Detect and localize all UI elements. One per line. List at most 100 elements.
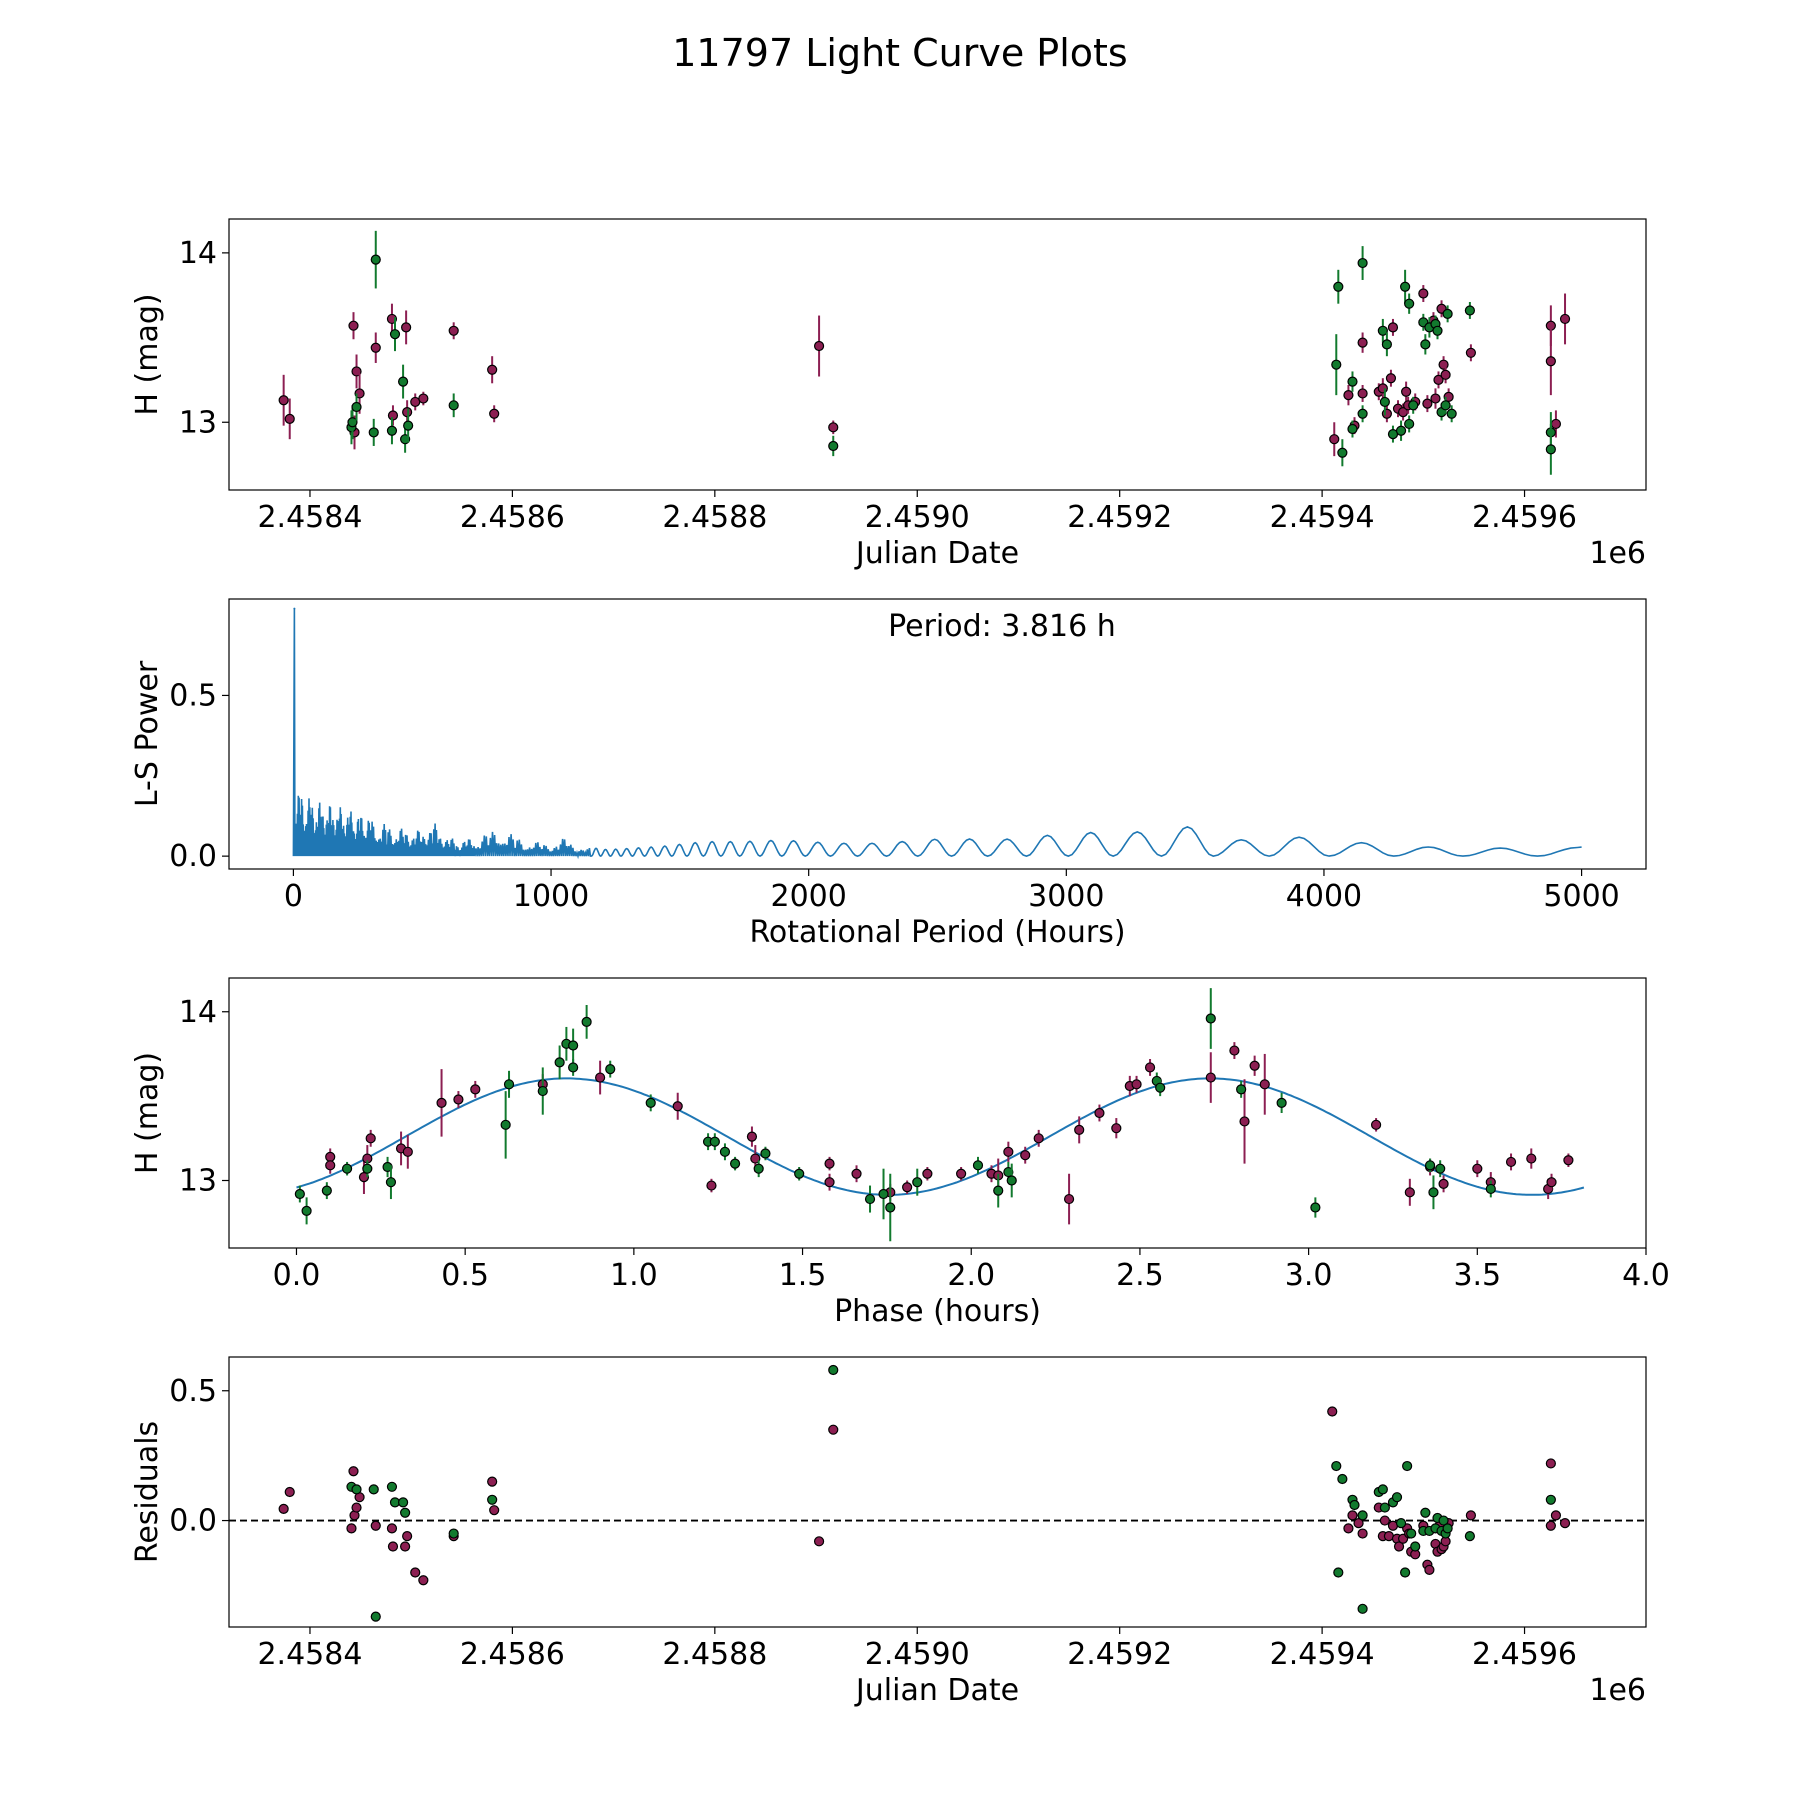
panel-phased: 0.0 0.5 1.0 1.5 2.0 2.5 3.0 3.5 4.0 13 14 Phase (ho… xyxy=(130,977,1670,1329)
data-point xyxy=(1379,1502,1390,1513)
y-tick-label: 0.5 xyxy=(169,1374,217,1409)
data-point xyxy=(1408,400,1419,411)
x-tick-label: 1.0 xyxy=(610,1258,658,1293)
data-point xyxy=(1205,1013,1216,1024)
y-tick-label: 14 xyxy=(179,236,217,271)
data-point xyxy=(368,1484,379,1495)
data-point xyxy=(1379,1515,1390,1526)
data-point xyxy=(1387,322,1399,333)
x-tick-label: 1000 xyxy=(513,879,589,914)
x-tick-label: 2.4596 xyxy=(1472,1637,1577,1672)
data-point xyxy=(828,440,839,452)
y-tick-label: 0.0 xyxy=(169,839,217,874)
data-point xyxy=(1006,1175,1017,1186)
data-point xyxy=(1229,1045,1240,1056)
data-point xyxy=(912,1177,923,1188)
x-tick-label: 2.4590 xyxy=(865,500,970,535)
data-point xyxy=(1131,1079,1142,1090)
x-axis-label: Julian Date xyxy=(854,536,1019,571)
data-point xyxy=(1404,418,1415,430)
data-point xyxy=(1406,1528,1417,1539)
data-point xyxy=(813,1536,825,1547)
data-point xyxy=(370,254,381,265)
data-point xyxy=(448,1528,459,1539)
data-point xyxy=(1404,298,1415,309)
x-tick-label: 5000 xyxy=(1543,879,1619,914)
data-point xyxy=(348,320,359,331)
data-point xyxy=(368,427,379,438)
data-point xyxy=(581,1016,592,1027)
data-point xyxy=(1377,1484,1388,1495)
series-green xyxy=(294,988,1496,1242)
data-point xyxy=(1432,325,1443,336)
data-point xyxy=(387,410,399,421)
x-tick-label: 2.4586 xyxy=(460,1637,565,1672)
data-point xyxy=(370,1520,381,1531)
data-point xyxy=(1418,288,1429,299)
data-point xyxy=(1404,1187,1415,1198)
data-point xyxy=(1347,423,1358,435)
data-point xyxy=(1347,376,1358,387)
x-tick-label: 1.5 xyxy=(779,1258,827,1293)
data-point xyxy=(1550,418,1562,430)
data-point xyxy=(824,1177,835,1188)
data-point xyxy=(382,1161,393,1173)
data-point xyxy=(554,1057,565,1068)
data-point xyxy=(1563,1155,1574,1166)
periodogram-line xyxy=(292,608,1582,860)
data-point xyxy=(1395,425,1407,436)
data-point xyxy=(1465,1510,1476,1521)
x-tick-label: 0.5 xyxy=(441,1258,489,1293)
data-point xyxy=(1144,1062,1156,1073)
data-point xyxy=(1381,408,1392,419)
x-axis-label: Phase (hours) xyxy=(834,1294,1041,1329)
data-point xyxy=(386,1481,398,1492)
data-point xyxy=(878,1188,889,1200)
data-point xyxy=(1357,1603,1368,1614)
data-point xyxy=(351,401,362,413)
data-point xyxy=(1559,313,1571,325)
data-point xyxy=(487,364,498,375)
data-point xyxy=(1259,1079,1270,1090)
data-point xyxy=(418,393,429,404)
data-point xyxy=(1442,308,1453,319)
data-point xyxy=(824,1158,835,1169)
data-point xyxy=(284,413,295,424)
y-tick-label: 0.5 xyxy=(169,678,217,713)
axes-frame xyxy=(228,1356,1647,1628)
data-point xyxy=(397,376,409,387)
data-point xyxy=(1440,400,1451,411)
data-point xyxy=(750,1153,761,1164)
data-point xyxy=(1546,1177,1557,1188)
data-point xyxy=(487,1494,498,1505)
data-point xyxy=(1395,1518,1407,1529)
lightcurve-plot-area xyxy=(278,230,1571,475)
data-point xyxy=(1465,347,1476,358)
data-point xyxy=(470,1084,481,1095)
data-point xyxy=(321,1185,332,1196)
data-point xyxy=(1385,373,1397,384)
data-point xyxy=(1329,434,1340,445)
x-tick-label: 4000 xyxy=(1286,879,1362,914)
data-point xyxy=(672,1101,683,1112)
data-point xyxy=(1442,1523,1453,1534)
data-point xyxy=(1424,1160,1436,1171)
data-point xyxy=(1333,1567,1344,1578)
data-point xyxy=(1020,1150,1031,1161)
x-axis-label: Rotational Period (Hours) xyxy=(749,915,1125,950)
data-point xyxy=(385,1177,397,1188)
data-point xyxy=(1420,1507,1431,1518)
data-point xyxy=(1400,281,1411,292)
series-green xyxy=(346,1364,1556,1622)
x-tick-label: 2.0 xyxy=(947,1258,995,1293)
data-point xyxy=(1377,325,1388,336)
data-point xyxy=(719,1146,731,1157)
data-point xyxy=(1333,281,1344,292)
data-point xyxy=(1438,1178,1449,1189)
data-point xyxy=(1003,1166,1014,1178)
data-point xyxy=(348,1466,359,1477)
x-tick-label: 2.4596 xyxy=(1472,500,1577,535)
data-point xyxy=(885,1202,896,1213)
data-point xyxy=(993,1185,1004,1196)
